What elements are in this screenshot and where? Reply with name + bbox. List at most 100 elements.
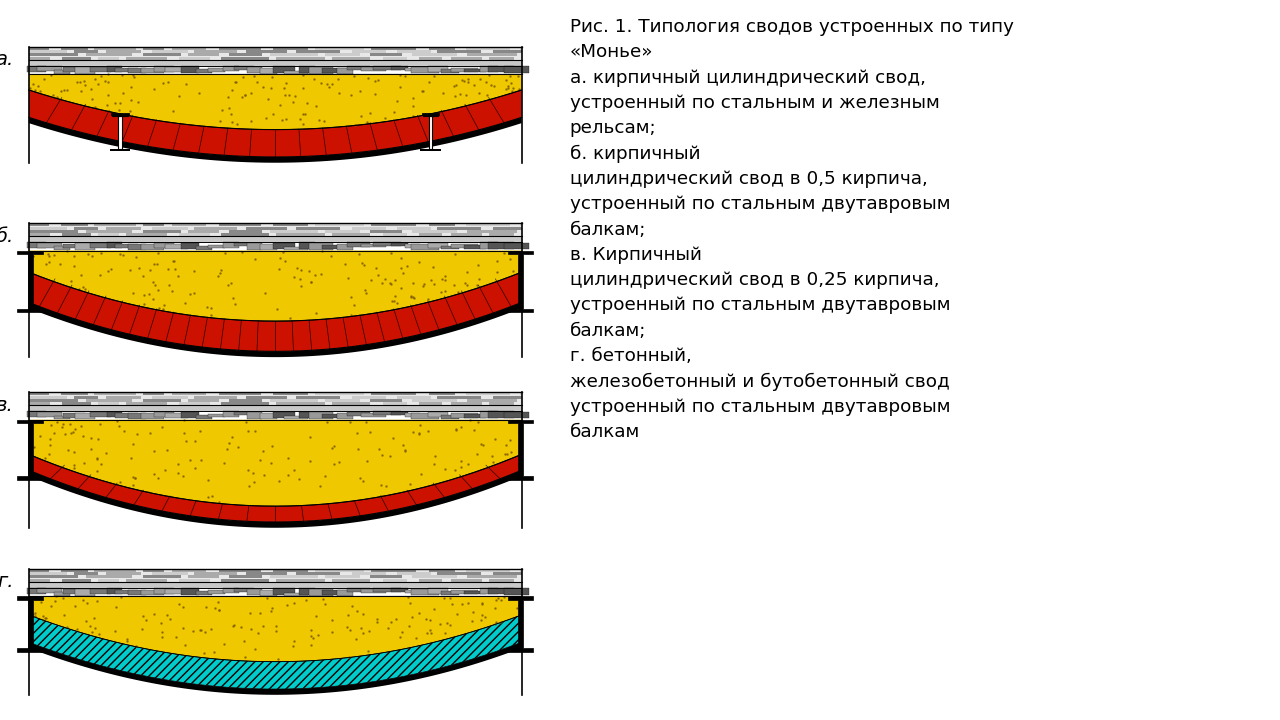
FancyBboxPatch shape [182, 243, 198, 249]
FancyBboxPatch shape [452, 244, 479, 248]
Polygon shape [28, 642, 522, 695]
FancyBboxPatch shape [488, 243, 513, 249]
FancyBboxPatch shape [273, 588, 294, 595]
FancyBboxPatch shape [63, 244, 84, 248]
FancyBboxPatch shape [154, 588, 174, 593]
Polygon shape [28, 302, 522, 357]
FancyBboxPatch shape [115, 590, 137, 594]
FancyBboxPatch shape [260, 413, 276, 419]
FancyBboxPatch shape [347, 243, 370, 246]
FancyBboxPatch shape [196, 246, 212, 250]
FancyBboxPatch shape [504, 66, 530, 73]
FancyBboxPatch shape [76, 243, 95, 250]
FancyBboxPatch shape [182, 66, 198, 73]
FancyBboxPatch shape [273, 412, 294, 418]
Polygon shape [17, 420, 42, 480]
FancyBboxPatch shape [284, 71, 308, 73]
FancyBboxPatch shape [300, 66, 315, 73]
FancyBboxPatch shape [452, 413, 479, 418]
FancyBboxPatch shape [465, 68, 486, 73]
FancyBboxPatch shape [404, 413, 420, 417]
FancyBboxPatch shape [323, 68, 348, 73]
FancyBboxPatch shape [182, 412, 198, 418]
FancyBboxPatch shape [27, 588, 46, 594]
Text: а.: а. [0, 50, 13, 69]
FancyBboxPatch shape [63, 413, 84, 418]
FancyBboxPatch shape [54, 246, 70, 251]
FancyBboxPatch shape [37, 243, 61, 248]
FancyBboxPatch shape [106, 588, 123, 594]
FancyBboxPatch shape [37, 412, 61, 417]
FancyBboxPatch shape [63, 590, 84, 594]
FancyBboxPatch shape [465, 414, 486, 418]
FancyBboxPatch shape [284, 247, 308, 250]
FancyBboxPatch shape [488, 66, 513, 73]
Polygon shape [28, 615, 522, 689]
FancyBboxPatch shape [411, 589, 439, 595]
FancyBboxPatch shape [141, 413, 164, 419]
FancyBboxPatch shape [411, 67, 439, 73]
FancyBboxPatch shape [27, 242, 46, 248]
FancyBboxPatch shape [196, 69, 212, 73]
FancyBboxPatch shape [223, 588, 238, 593]
FancyBboxPatch shape [207, 414, 225, 417]
FancyBboxPatch shape [115, 68, 137, 72]
FancyBboxPatch shape [404, 590, 420, 593]
FancyBboxPatch shape [300, 243, 315, 249]
FancyBboxPatch shape [337, 68, 353, 73]
FancyBboxPatch shape [284, 593, 308, 595]
FancyBboxPatch shape [411, 413, 439, 419]
FancyBboxPatch shape [247, 413, 262, 419]
FancyBboxPatch shape [207, 590, 225, 593]
Polygon shape [28, 251, 522, 321]
FancyBboxPatch shape [323, 590, 348, 595]
FancyBboxPatch shape [207, 245, 225, 248]
FancyBboxPatch shape [273, 66, 294, 73]
FancyBboxPatch shape [76, 589, 95, 595]
FancyBboxPatch shape [404, 68, 420, 71]
FancyBboxPatch shape [165, 589, 188, 595]
FancyBboxPatch shape [260, 68, 276, 73]
FancyBboxPatch shape [428, 412, 448, 417]
FancyBboxPatch shape [54, 415, 70, 420]
FancyBboxPatch shape [465, 245, 486, 249]
FancyBboxPatch shape [182, 588, 198, 595]
Text: б.: б. [0, 227, 13, 246]
FancyBboxPatch shape [404, 244, 420, 248]
FancyBboxPatch shape [323, 245, 348, 249]
FancyBboxPatch shape [106, 66, 123, 72]
FancyBboxPatch shape [361, 244, 385, 248]
FancyBboxPatch shape [300, 588, 315, 595]
FancyBboxPatch shape [115, 244, 137, 248]
FancyBboxPatch shape [442, 591, 458, 595]
FancyBboxPatch shape [207, 68, 225, 71]
FancyBboxPatch shape [374, 242, 402, 246]
FancyBboxPatch shape [90, 243, 111, 248]
FancyBboxPatch shape [361, 413, 385, 417]
FancyBboxPatch shape [480, 66, 498, 72]
FancyBboxPatch shape [54, 70, 70, 74]
FancyBboxPatch shape [260, 244, 276, 250]
FancyBboxPatch shape [106, 412, 123, 418]
Text: Рис. 1. Типология сводов устроенных по типу
«Монье»
а. кирпичный цилиндрический : Рис. 1. Типология сводов устроенных по т… [570, 18, 1014, 441]
FancyBboxPatch shape [337, 244, 353, 250]
FancyBboxPatch shape [361, 68, 385, 71]
FancyBboxPatch shape [442, 246, 458, 249]
Polygon shape [28, 74, 522, 130]
FancyBboxPatch shape [154, 412, 174, 417]
FancyBboxPatch shape [76, 67, 95, 73]
FancyBboxPatch shape [54, 592, 70, 596]
FancyBboxPatch shape [347, 66, 370, 70]
FancyBboxPatch shape [247, 67, 262, 73]
Polygon shape [28, 454, 522, 522]
Polygon shape [507, 596, 534, 652]
FancyBboxPatch shape [165, 67, 188, 73]
FancyBboxPatch shape [37, 66, 61, 71]
FancyBboxPatch shape [141, 68, 164, 73]
FancyBboxPatch shape [308, 413, 333, 419]
FancyBboxPatch shape [361, 590, 385, 593]
FancyBboxPatch shape [247, 589, 262, 595]
FancyBboxPatch shape [141, 244, 164, 250]
FancyBboxPatch shape [323, 414, 348, 418]
FancyBboxPatch shape [392, 66, 408, 70]
